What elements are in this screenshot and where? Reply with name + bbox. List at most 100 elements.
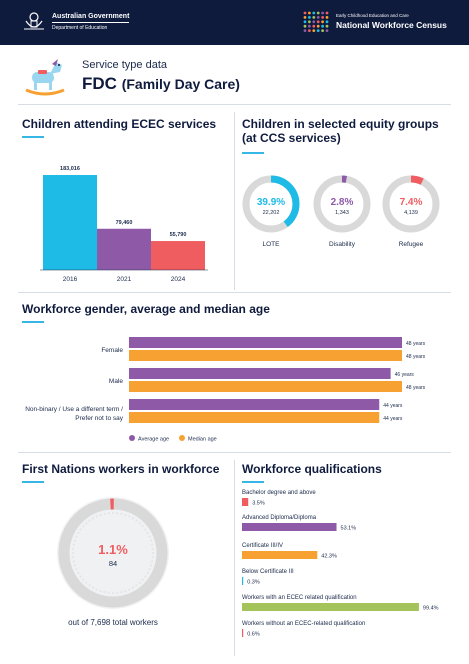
section-title-qualifications: Workforce qualifications <box>242 462 382 476</box>
legend-label: Median age <box>188 437 217 443</box>
donut-dot <box>135 584 138 587</box>
census-dot <box>303 16 307 19</box>
donut-dot <box>107 591 110 594</box>
donut-dot <box>77 571 80 575</box>
census-dot <box>308 24 311 28</box>
census-dot <box>321 20 324 24</box>
census-dot <box>312 20 316 24</box>
section-underline <box>22 321 44 323</box>
donut-dot <box>149 564 153 567</box>
donut-dot <box>75 568 78 571</box>
donut-percent-label: 7.4% <box>400 197 423 208</box>
donut-dot <box>72 556 75 559</box>
donut-dot <box>124 513 127 517</box>
donut-dot <box>151 551 155 555</box>
donut-dot <box>73 539 77 542</box>
section-title-first-nations: First Nations workers in workforce <box>22 462 220 476</box>
government-name: Australian Government <box>52 13 130 20</box>
donut-segment-first-nations <box>58 498 168 608</box>
section-title-workforce: Workforce gender, average and median age <box>22 302 270 316</box>
donut-segment-refugee <box>382 175 440 233</box>
section-title-equity: Children in selected equity groups (at C… <box>242 117 439 145</box>
section-underline <box>242 152 264 154</box>
category-label: Non-binary / Use a different term / <box>25 406 123 413</box>
bar-median-age <box>129 412 380 423</box>
equity-title-line2: (at CCS services) <box>242 131 341 145</box>
bar-value-label: 55,790 <box>170 232 187 238</box>
bar-value-label: 44 years <box>383 416 403 422</box>
bar-qualification <box>242 603 419 611</box>
census-dot <box>312 16 316 19</box>
bar-value-label: 183,016 <box>60 166 80 172</box>
x-tick-label: 2016 <box>63 276 78 283</box>
census-dot <box>325 20 329 24</box>
donut-category-label: Refugee <box>399 241 424 248</box>
section-underline <box>22 481 44 483</box>
bar-average-age <box>129 399 380 410</box>
divider-vertical-top <box>234 112 235 290</box>
census-dot <box>321 11 324 15</box>
census-dots-icon <box>303 11 329 32</box>
donut-dot <box>148 568 151 571</box>
donut-dot <box>103 591 106 594</box>
census-dot <box>316 11 320 15</box>
category-label: Workers without an ECEC-related qualific… <box>242 621 365 627</box>
donut-count-label: 22,202 <box>263 210 280 216</box>
divider-top <box>18 104 451 105</box>
donut-dot <box>107 512 110 515</box>
donut-dot <box>144 575 147 578</box>
donut-dot <box>131 586 135 589</box>
bar-median-age <box>129 381 402 392</box>
donut-dot <box>151 543 154 546</box>
department-name: Department of Education <box>52 22 130 31</box>
government-wordmark: Australian Government Department of Educ… <box>52 13 130 31</box>
qualifications-bar-chart: Bachelor degree and above 3.5% Advanced Di… <box>242 490 439 638</box>
census-title: National Workforce Census <box>336 20 447 30</box>
census-dot <box>325 29 329 32</box>
legend-swatch <box>129 435 135 441</box>
census-dot <box>316 29 320 32</box>
bar-qualification <box>242 498 249 506</box>
donut-dot <box>111 591 115 595</box>
service-name: (Family Day Care) <box>121 76 240 92</box>
donut-dot <box>146 531 149 535</box>
category-label: Certificate III/IV <box>242 543 283 549</box>
donut-dot <box>85 581 88 584</box>
donut-dot <box>116 591 119 594</box>
donut-dot <box>79 575 82 578</box>
donut-category-label: LOTE <box>263 241 281 248</box>
service-code: FDC <box>82 74 117 93</box>
section-underline <box>22 136 44 138</box>
census-dot <box>308 20 311 24</box>
bar-value-label: 48 years <box>406 341 426 347</box>
donut-dot <box>72 560 75 563</box>
donut-dot <box>91 586 95 589</box>
census-subtitle: Early Childhood Education and Care <box>336 13 409 18</box>
donut-dot <box>141 578 144 581</box>
census-dot <box>303 24 307 28</box>
donut-dot <box>128 588 131 591</box>
donut-dot <box>85 522 88 525</box>
donut-dot <box>138 581 141 584</box>
category-label: Workers with an ECEC related qualificati… <box>242 595 357 601</box>
donut-dot <box>149 539 153 542</box>
donut-dot <box>128 515 131 518</box>
legend-label: Average age <box>138 437 169 443</box>
attending-bar-chart: 183,016 2016 79,460 2021 55,790 2024 <box>40 166 208 283</box>
bar-qualification <box>242 577 244 585</box>
donut-dot <box>79 528 82 531</box>
bar-value-label: 48 years <box>406 354 426 360</box>
divider-vertical-bottom <box>234 460 235 656</box>
donut-dot <box>95 588 98 591</box>
census-dot <box>316 16 320 19</box>
bar-average-age <box>129 368 391 379</box>
bar-2021 <box>97 228 151 270</box>
service-type-label: Service type data <box>82 59 167 71</box>
donut-dot <box>138 522 141 525</box>
donut-dot <box>88 519 91 522</box>
census-dot <box>312 24 316 28</box>
donut-count-label: 4,139 <box>404 210 418 216</box>
census-dot <box>303 29 307 32</box>
donut-count-label: 84 <box>109 559 117 568</box>
